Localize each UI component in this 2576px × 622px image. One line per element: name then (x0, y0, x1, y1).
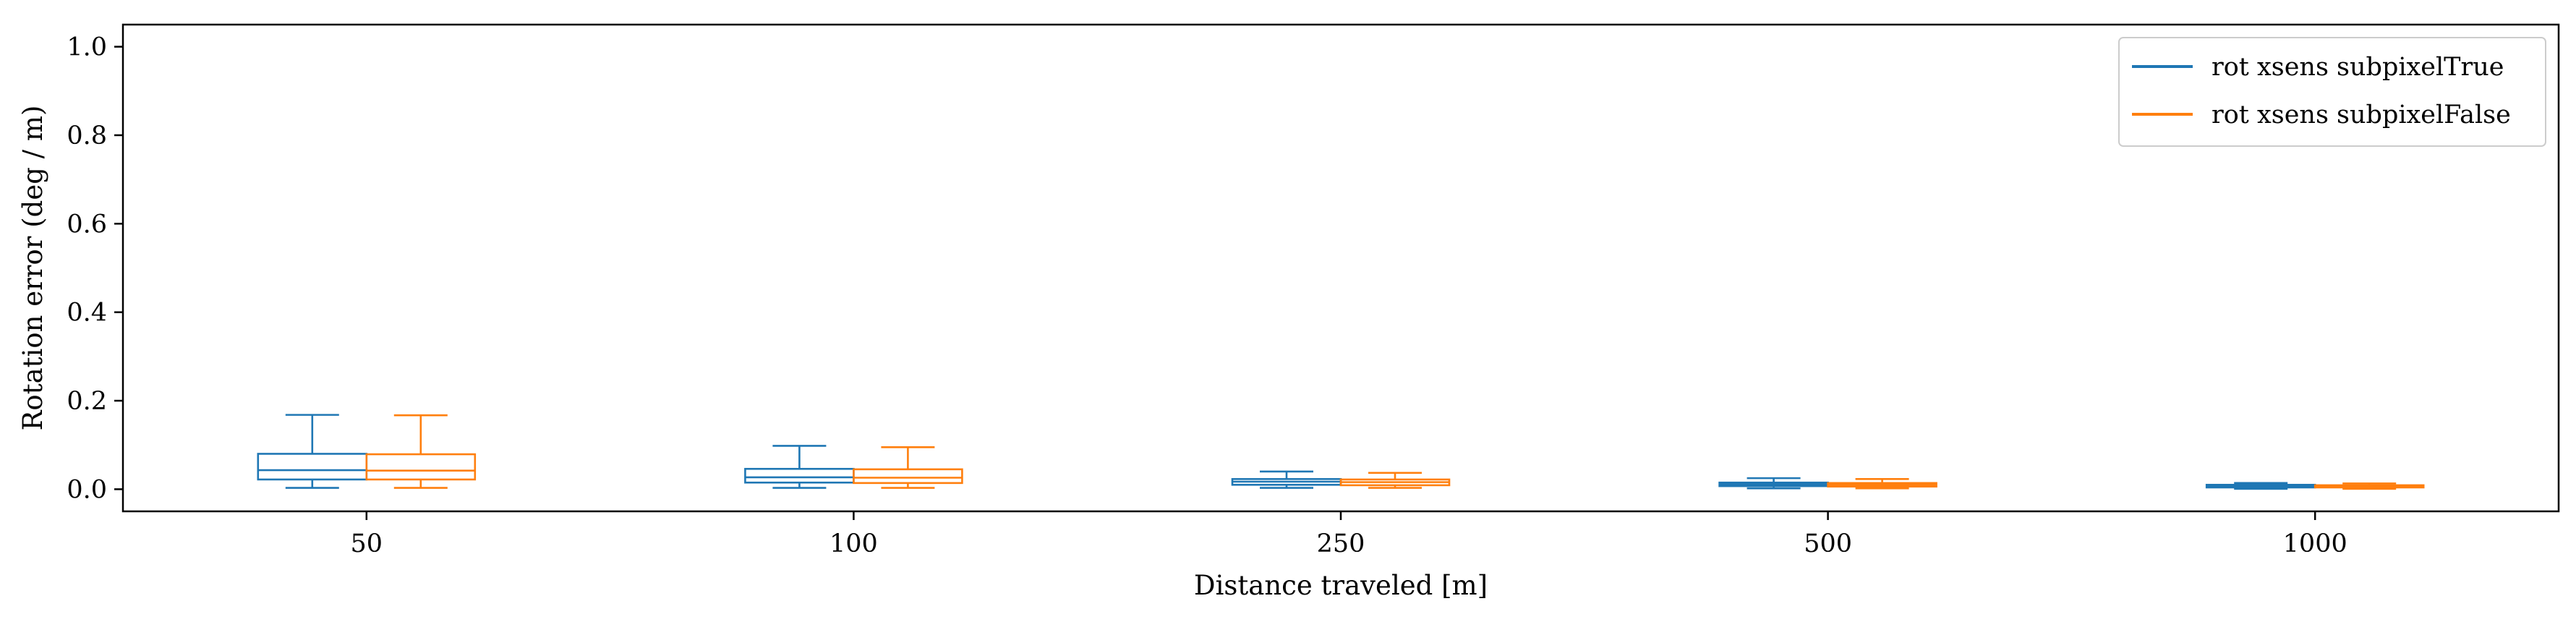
x-axis-label: Distance traveled [m] (1194, 570, 1488, 601)
y-tick-label: 0.4 (67, 299, 107, 328)
x-axis: 50 100 250 500 1000 (351, 511, 2347, 558)
y-tick-label: 0.2 (67, 387, 107, 416)
y-tick-label: 0.0 (67, 475, 107, 504)
box-rot-xsens-subpixelfalse-1000 (2313, 482, 2425, 490)
box-rot-xsens-subpixelfalse-250 (1339, 472, 1451, 489)
box-rot-xsens-subpixeltrue-50 (257, 414, 368, 489)
box-rot-xsens-subpixeltrue-100 (744, 445, 855, 489)
x-tick-label: 1000 (2283, 529, 2347, 558)
x-tick-label: 50 (351, 529, 383, 558)
y-tick-label: 0.6 (67, 210, 107, 239)
box-rot-xsens-subpixelfalse-50 (365, 414, 477, 489)
y-axis-label: Rotation error (deg / m) (17, 106, 48, 431)
x-tick-label: 500 (1804, 529, 1852, 558)
legend: rot xsens subpixelTrue rot xsens subpixel… (2118, 37, 2546, 147)
legend-entry-label: rot xsens subpixelFalse (2212, 101, 2511, 129)
box-rot-xsens-subpixelfalse-100 (853, 446, 963, 489)
x-tick-label: 250 (1317, 529, 1365, 558)
legend-entry-label: rot xsens subpixelTrue (2212, 53, 2504, 82)
series-1 (257, 414, 2316, 490)
box-rot-xsens-subpixeltrue-500 (1718, 477, 1829, 490)
y-tick-label: 0.8 (67, 122, 107, 150)
x-tick-label: 100 (829, 529, 878, 558)
legend-box (2118, 37, 2546, 147)
box-rot-xsens-subpixeltrue-1000 (2205, 482, 2316, 490)
box (365, 453, 477, 481)
box (257, 453, 368, 481)
box (853, 468, 963, 485)
plot-area (257, 414, 2425, 490)
y-tick-label: 1.0 (67, 33, 107, 62)
box (744, 467, 855, 484)
box-rot-xsens-subpixeltrue-250 (1231, 470, 1342, 489)
series-2 (365, 414, 2425, 490)
box-rot-xsens-subpixelfalse-500 (1827, 478, 1937, 490)
y-axis: 0.0 0.2 0.4 0.6 0.8 1.0 (67, 33, 123, 504)
